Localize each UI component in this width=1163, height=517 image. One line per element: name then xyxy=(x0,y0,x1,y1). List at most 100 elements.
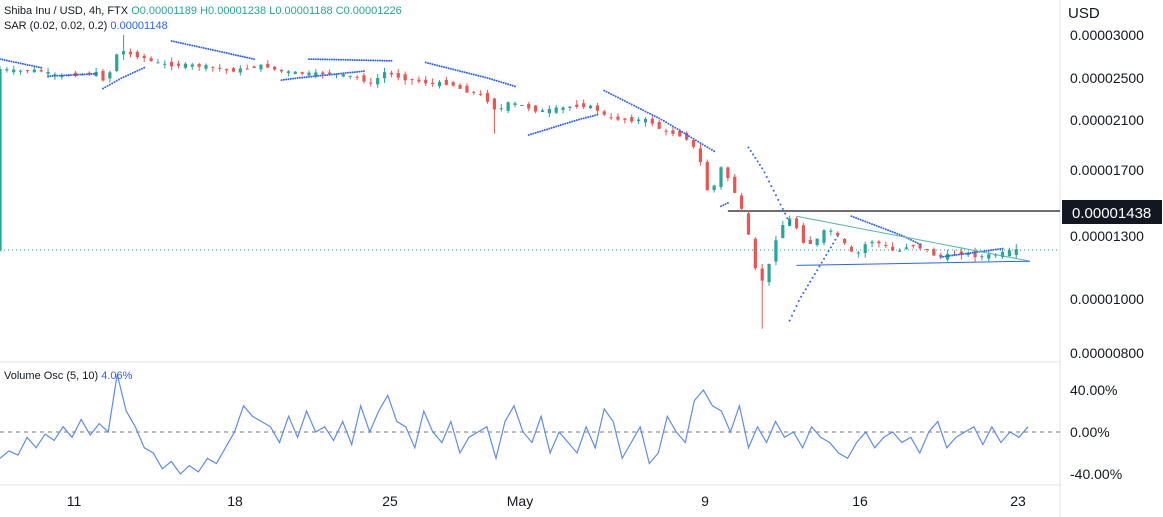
sar-dot xyxy=(207,48,210,51)
sar-dot xyxy=(35,65,38,68)
sar-dot xyxy=(456,69,459,72)
sar-dot xyxy=(939,256,942,258)
candle xyxy=(973,247,977,262)
sar-dot xyxy=(710,148,713,151)
sar-dot xyxy=(362,59,365,62)
candle xyxy=(575,100,579,109)
candle xyxy=(382,67,387,83)
sar-dot xyxy=(873,224,876,226)
sar-dot xyxy=(351,58,354,61)
sar-dot xyxy=(438,64,441,67)
sar-dot xyxy=(646,111,649,114)
candle xyxy=(0,66,2,252)
candle xyxy=(561,106,565,114)
candle xyxy=(362,72,366,84)
sar-dot xyxy=(351,71,354,74)
candle xyxy=(637,117,641,125)
sar-dot xyxy=(800,295,803,298)
sar-dot xyxy=(639,108,642,111)
candle xyxy=(884,241,888,248)
sar-dot xyxy=(617,96,619,99)
sar-dot xyxy=(83,73,86,76)
sar-dot xyxy=(550,126,553,129)
sar-dot xyxy=(713,150,716,153)
sar-dot xyxy=(21,62,24,65)
sar-dot xyxy=(676,128,679,131)
sar-dot xyxy=(381,59,384,62)
sar-dot xyxy=(63,74,66,77)
symbol-legend[interactable]: Shiba Inu / USD, 4h, FTX O0.00001189 H0.… xyxy=(4,5,402,17)
sar-dot xyxy=(69,74,72,77)
sar-dot xyxy=(195,45,198,48)
sar-dot xyxy=(1,58,4,61)
sar-dot xyxy=(660,118,663,121)
sar-dot xyxy=(76,73,79,76)
sar-dot xyxy=(353,59,356,62)
trendline-lower[interactable] xyxy=(796,260,1031,266)
sar-dot xyxy=(127,74,130,77)
sar-label: SAR (0.02, 0.02, 0.2) xyxy=(4,20,108,32)
sar-dot xyxy=(232,53,235,56)
candle xyxy=(781,220,785,239)
sar-dot xyxy=(610,93,613,96)
sar-dot xyxy=(642,109,645,112)
sar-dot xyxy=(312,75,315,78)
sar-dot xyxy=(573,119,576,122)
candle xyxy=(691,139,696,149)
sar-dot xyxy=(184,43,187,46)
candle xyxy=(1000,249,1005,259)
candle xyxy=(932,247,936,256)
sar-dot xyxy=(859,218,862,221)
osc-tick-label: 0.00% xyxy=(1070,424,1110,440)
sar-dot xyxy=(497,80,500,83)
sar-dot xyxy=(239,55,242,58)
sar-dot xyxy=(230,53,233,56)
sar-dot xyxy=(314,75,317,78)
sar-dot xyxy=(234,54,237,57)
candle xyxy=(431,78,435,87)
sar-dot xyxy=(681,130,684,133)
sar-dot xyxy=(813,273,816,275)
sar-dot xyxy=(509,84,512,86)
sar-dot xyxy=(241,55,244,58)
sar-dot xyxy=(825,254,828,256)
candle xyxy=(163,60,167,69)
sar-dot xyxy=(587,116,590,119)
sar-dot xyxy=(328,73,331,76)
x-tick-label: 23 xyxy=(1010,493,1026,509)
candle xyxy=(149,56,153,63)
sar-dot xyxy=(0,58,1,61)
price-pane xyxy=(0,35,1060,329)
sar-dot xyxy=(591,114,594,117)
candle xyxy=(808,236,812,245)
sar-dot xyxy=(699,141,702,144)
sar-dot xyxy=(703,144,706,147)
sar-dot xyxy=(225,52,228,55)
candle xyxy=(94,67,98,78)
y-tick-label: 0.00001700 xyxy=(1070,162,1144,178)
sar-dot xyxy=(594,114,597,117)
sar-dot xyxy=(246,56,249,59)
candle xyxy=(259,64,263,72)
sar-dot xyxy=(205,47,207,50)
candle xyxy=(534,105,538,114)
osc-legend[interactable]: Volume Osc (5, 10) 4.06% xyxy=(4,370,132,382)
sar-dot xyxy=(340,72,343,75)
sar-dot xyxy=(353,71,356,74)
sar-legend[interactable]: SAR (0.02, 0.02, 0.2) 0.00001148 xyxy=(4,20,168,32)
sar-dot xyxy=(626,101,629,104)
sar-dot xyxy=(685,133,688,136)
sar-dot xyxy=(683,132,686,135)
sar-dot xyxy=(221,51,224,54)
candle xyxy=(293,71,297,75)
sar-dot xyxy=(958,253,961,256)
sar-dot xyxy=(607,91,610,94)
candle xyxy=(616,113,620,122)
sar-dot xyxy=(479,75,482,78)
candle xyxy=(527,101,531,112)
candle xyxy=(705,159,709,191)
sar-dot xyxy=(614,95,617,98)
sar-dot xyxy=(893,231,896,234)
trendline-upper[interactable] xyxy=(796,215,1031,262)
